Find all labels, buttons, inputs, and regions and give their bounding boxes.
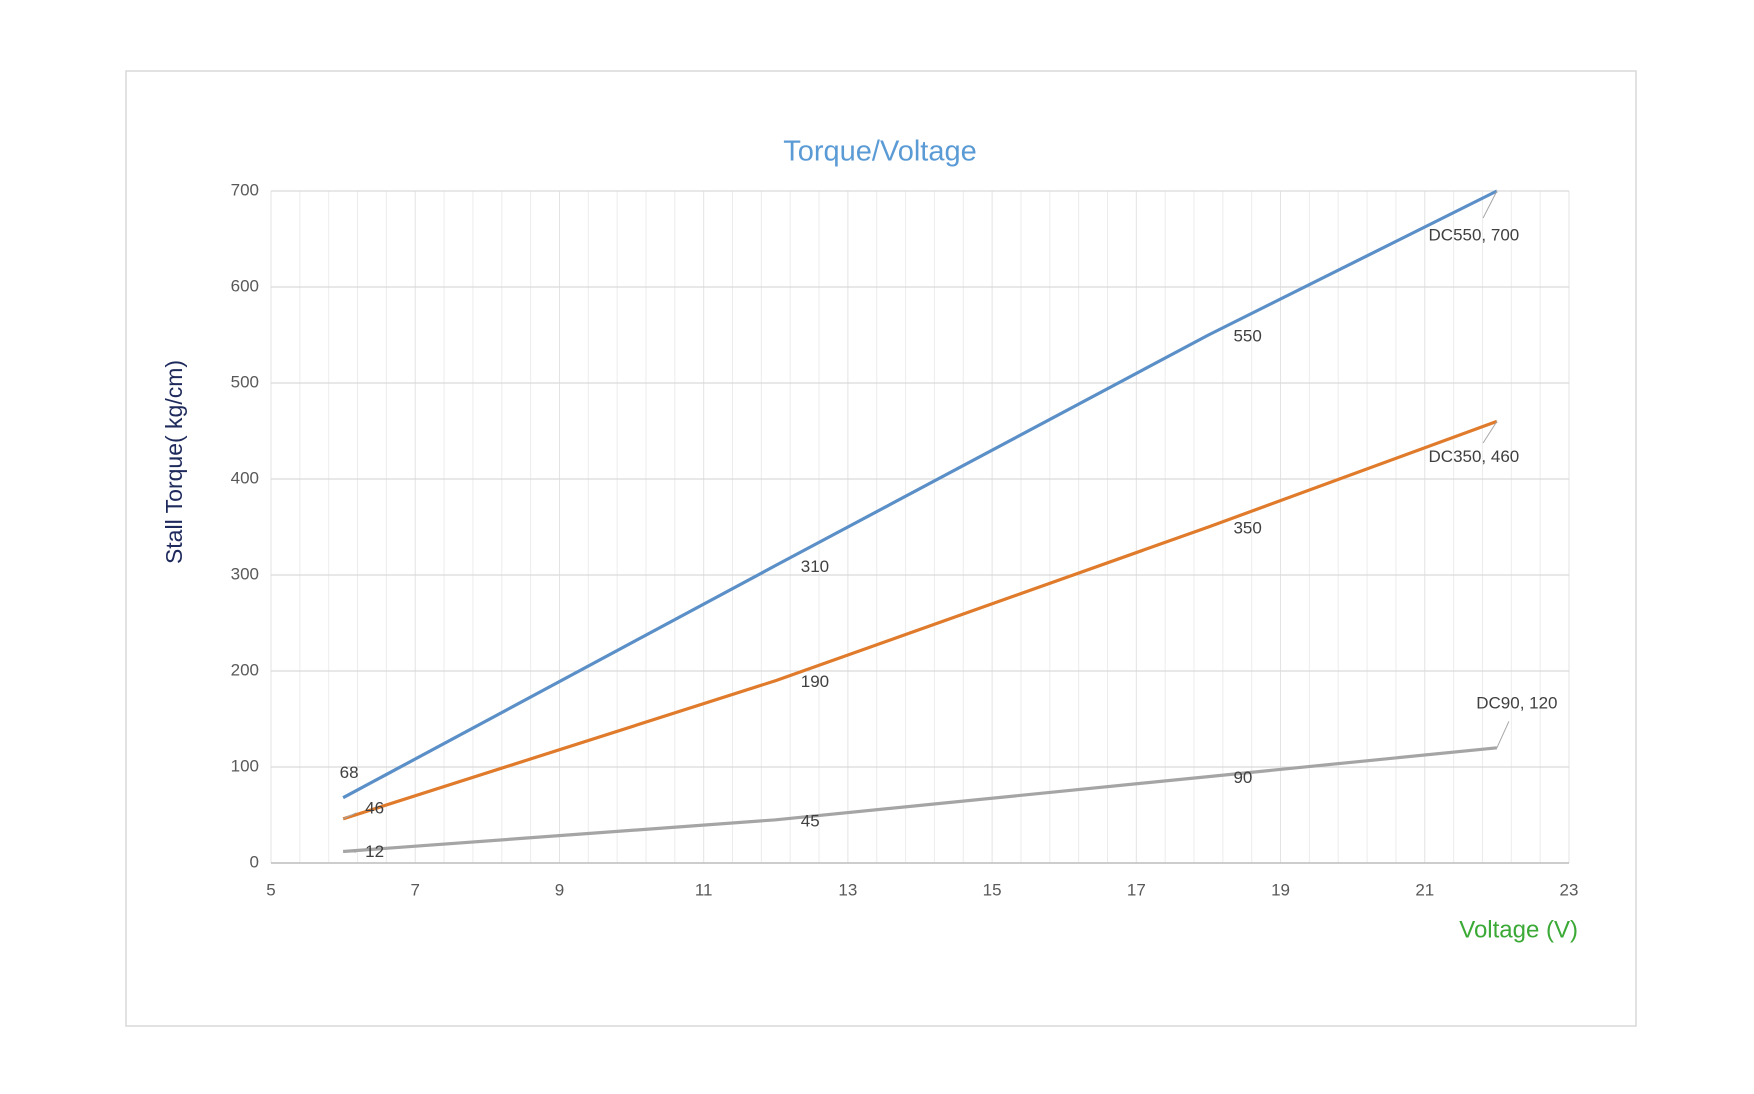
y-tick-label: 200: [231, 660, 259, 679]
leader-line: [1482, 421, 1498, 444]
series-line: [342, 419, 1498, 821]
x-tick-label: 19: [1271, 880, 1290, 899]
x-tick-label: 15: [983, 880, 1002, 899]
data-label: 550: [1233, 326, 1261, 345]
data-label: DC550, 700: [1429, 225, 1520, 244]
data-label: DC350, 460: [1429, 447, 1520, 466]
x-tick-label: 23: [1560, 880, 1579, 899]
y-tick-label: 100: [231, 756, 259, 775]
x-tick-label: 5: [266, 880, 275, 899]
chart-frame: [125, 70, 1637, 1027]
x-tick-label: 11: [695, 880, 713, 899]
y-tick-label: 0: [250, 852, 259, 871]
x-tick-label: 13: [838, 880, 857, 899]
data-label: DC90, 120: [1476, 693, 1557, 712]
x-axis-label: Voltage (V): [1459, 916, 1578, 943]
y-tick-label: 500: [231, 372, 259, 391]
data-label: 350: [1233, 518, 1261, 537]
data-label: 310: [801, 557, 829, 576]
plot: 68 310 550 DC550, 700 46 190 350 DC350, 460 12 45…: [340, 189, 1558, 861]
data-label: 12: [365, 842, 384, 861]
leader-line: [1496, 721, 1510, 749]
leader-line: [1482, 190, 1498, 219]
x-tick-label: 21: [1415, 880, 1434, 899]
y-tick-label: 600: [231, 276, 259, 295]
data-label: 46: [365, 798, 384, 817]
x-tick-label: 17: [1127, 880, 1146, 899]
data-label: 45: [801, 811, 820, 830]
y-axis-label: Stall Torque( kg/cm): [161, 360, 187, 564]
x-tick-label: 7: [410, 880, 419, 899]
data-label: 90: [1233, 768, 1252, 787]
series-line: [342, 189, 1498, 800]
y-tick-label: 300: [231, 564, 259, 583]
y-tick-label: 400: [231, 468, 259, 487]
data-label: 190: [801, 672, 829, 691]
data-label: 68: [340, 763, 359, 782]
series-line: [342, 746, 1498, 854]
x-tick-label: 9: [555, 880, 564, 899]
leader-line: [342, 812, 357, 820]
chart-title: Torque/Voltage: [783, 136, 976, 168]
leader-line: [343, 850, 357, 853]
y-tick-label: 700: [231, 180, 259, 199]
